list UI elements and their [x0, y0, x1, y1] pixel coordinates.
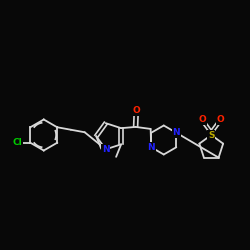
Text: N: N [148, 143, 155, 152]
Text: O: O [216, 115, 224, 124]
Text: S: S [208, 130, 214, 140]
Text: N: N [172, 128, 180, 137]
Text: O: O [198, 115, 206, 124]
Text: N: N [102, 145, 110, 154]
Text: Cl: Cl [13, 138, 23, 147]
Text: O: O [132, 106, 140, 115]
